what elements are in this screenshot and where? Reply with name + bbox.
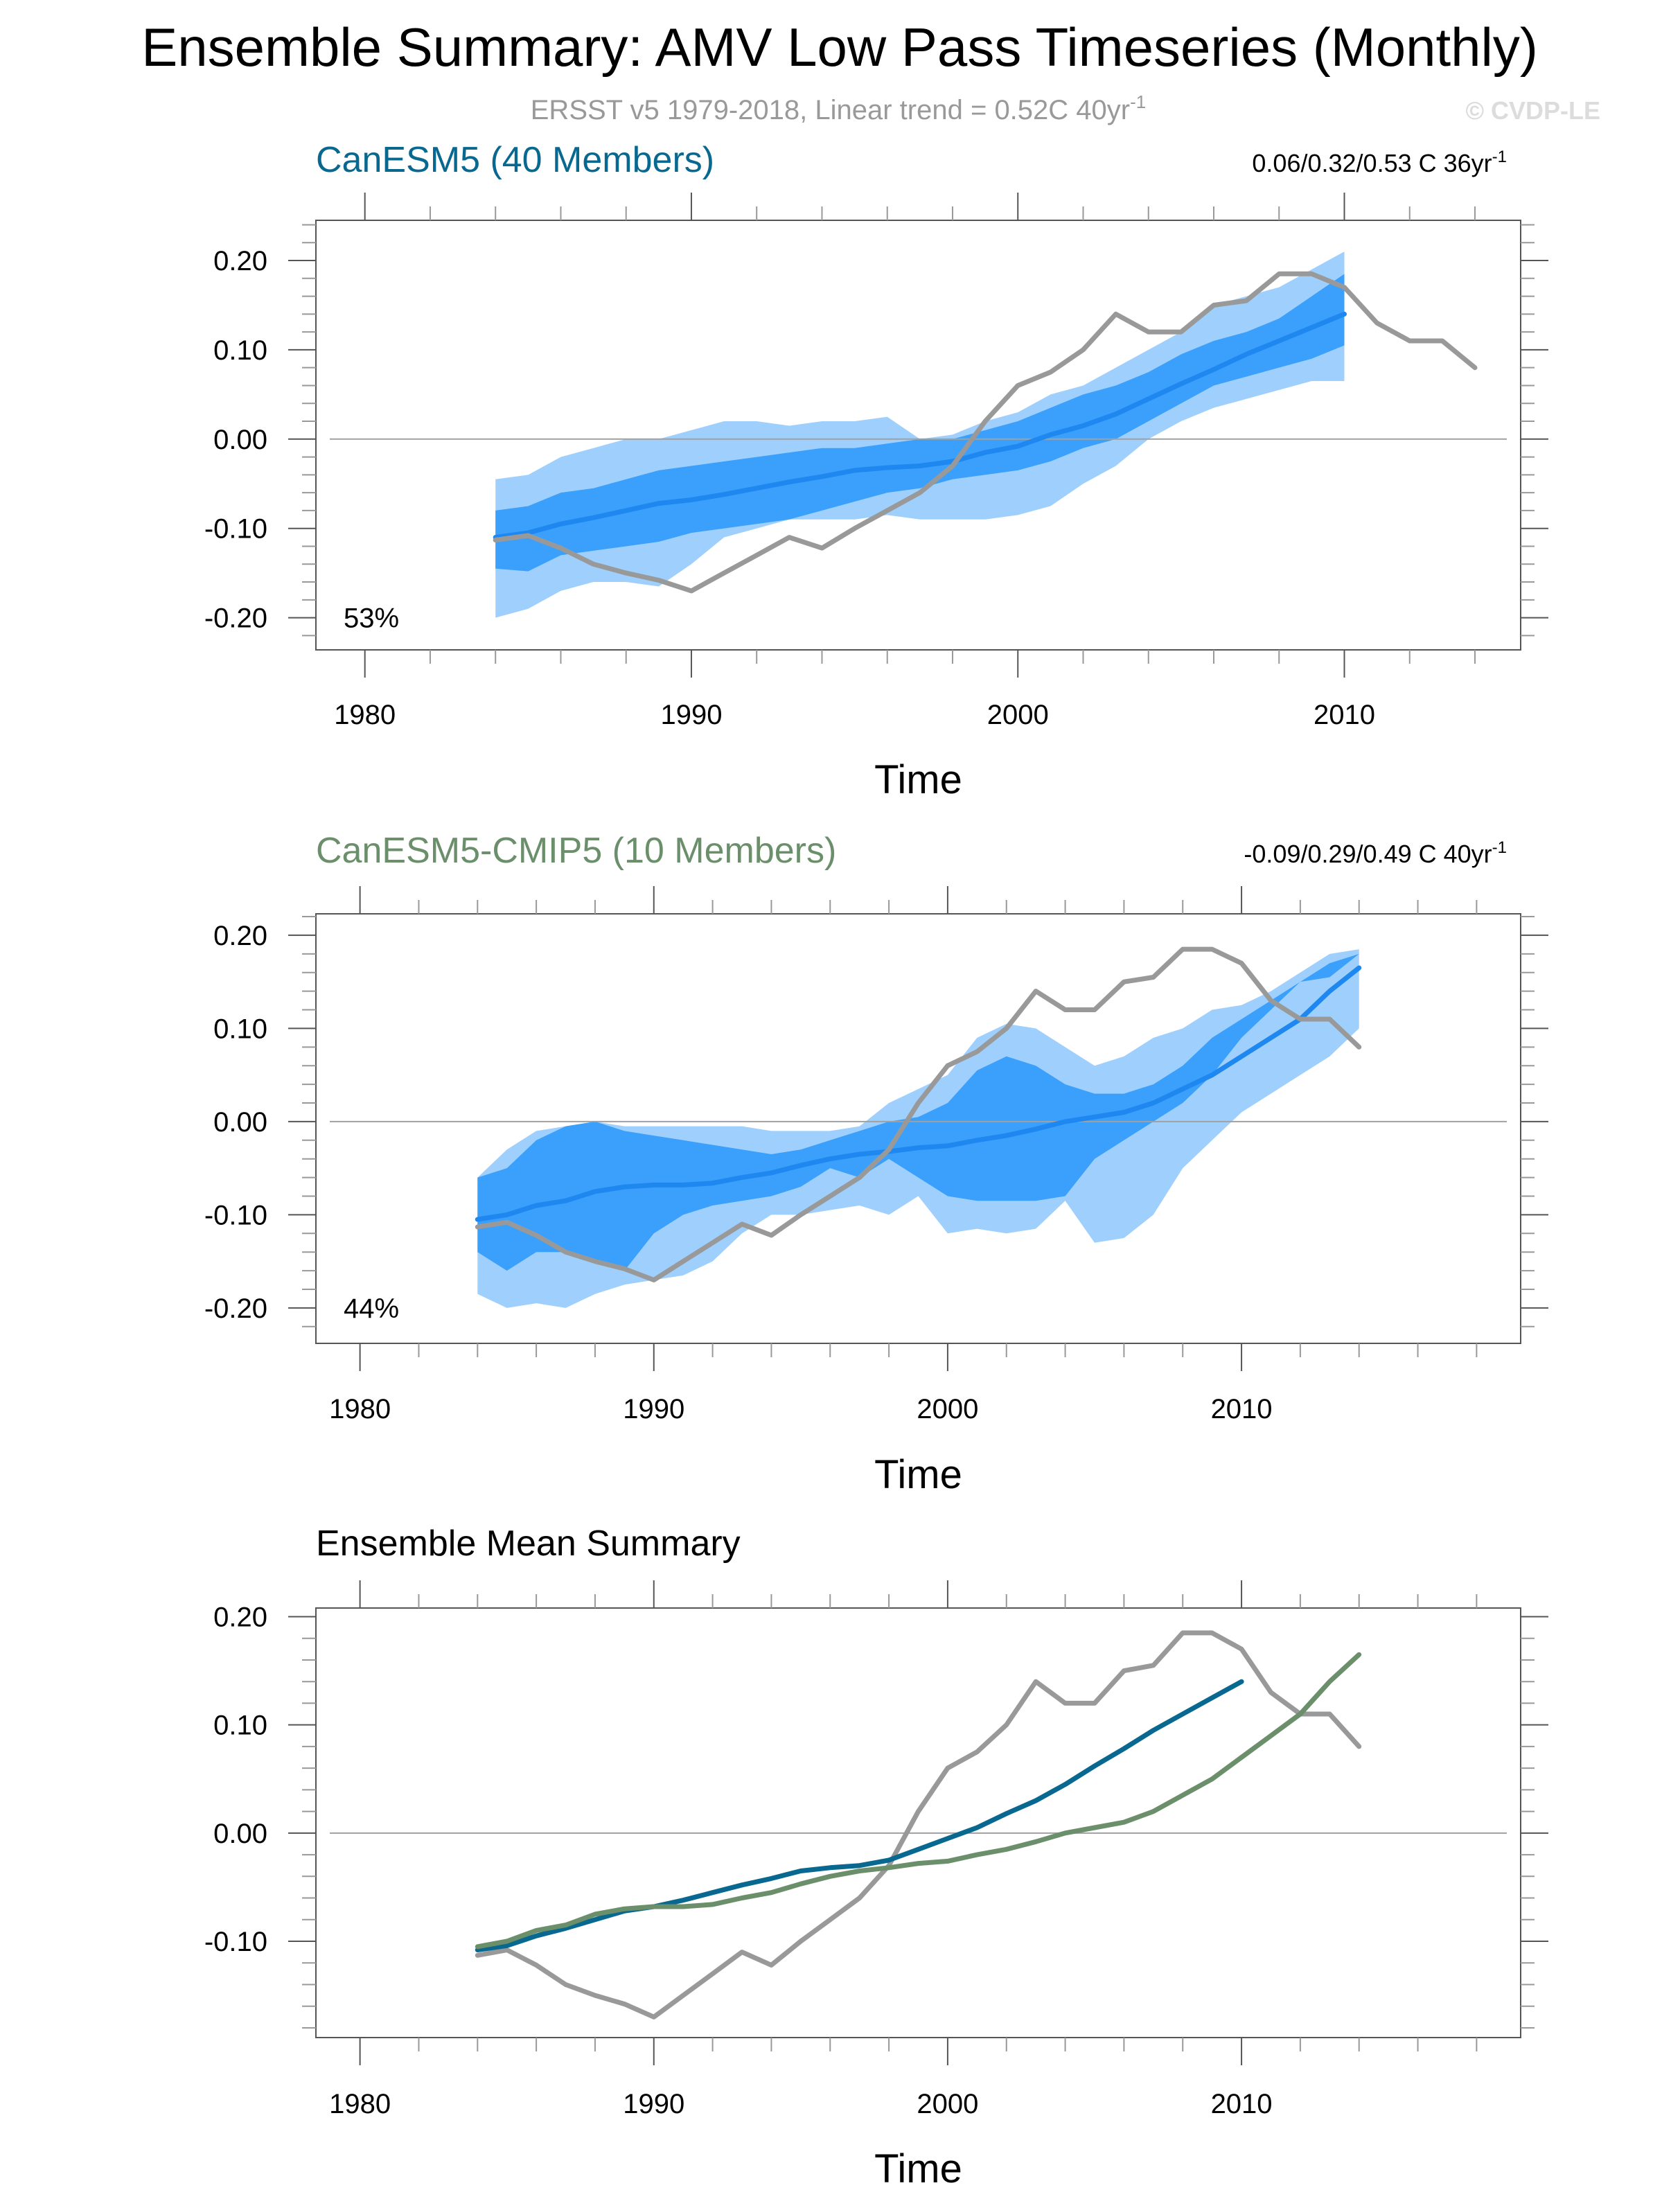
y-tick-label: 0.00 [213, 1819, 267, 1849]
panel-title: CanESM5 (40 Members) [316, 140, 714, 180]
y-tick-label: 0.20 [213, 1602, 267, 1632]
series-line-canesm5 [475, 1679, 1244, 1952]
x-tick-label: 2000 [917, 1394, 978, 1424]
x-tick-label: 1990 [623, 2089, 684, 2119]
x-tick-label: 2000 [987, 700, 1049, 730]
x-axis-title: Time [874, 1452, 962, 1497]
ensemble-mean-line [475, 965, 1362, 1222]
percent-label: 53% [344, 603, 399, 634]
panel3: Ensemble Mean Summary -0.10 0.00 0.10 0.20 19… [204, 1523, 1548, 2191]
x-tick-label: 1980 [329, 1394, 391, 1424]
x-tick-label: 1980 [329, 2089, 391, 2119]
trend-label: 0.06/0.32/0.53 C 36yr-1 [1252, 148, 1507, 177]
observed-line [475, 946, 1362, 1282]
y-tick-label: 0.00 [213, 1107, 267, 1138]
x-axis-title: Time [874, 2146, 962, 2191]
percent-label: 44% [344, 1293, 399, 1324]
series-line-ersst-v5 [475, 1630, 1362, 2020]
x-tick-label: 1980 [334, 700, 396, 730]
subtitle-main: ERSST v5 1979-2018, Linear trend = 0.52C… [531, 95, 1130, 125]
y-tick-label: 0.10 [213, 1711, 267, 1741]
plot-frame [315, 913, 1521, 1344]
x-tick-label: 2010 [1211, 1394, 1273, 1424]
panel1: CanESM5 (40 Members) 0.06/0.32/0.53 C 36y… [204, 140, 1548, 802]
x-tick-label: 2010 [1314, 700, 1375, 730]
y-tick-label: 0.00 [213, 425, 267, 455]
plot-frame [315, 1607, 1521, 2038]
panel-title: CanESM5-CMIP5 (10 Members) [316, 831, 836, 871]
y-tick-label: -0.10 [204, 1927, 267, 1957]
y-tick-label: -0.20 [204, 1293, 267, 1324]
y-tick-label: -0.20 [204, 603, 267, 634]
subtitle-superscript: -1 [1130, 91, 1146, 112]
ensemble-mean-line [493, 311, 1347, 540]
trend-label: -0.09/0.29/0.49 C 40yr-1 [1244, 838, 1507, 868]
y-tick-label: -0.10 [204, 514, 267, 545]
observed-line [493, 271, 1478, 594]
band-inner [477, 953, 1359, 1271]
series-line-canesm5-cmip5 [475, 1652, 1362, 1950]
x-axis-title: Time [874, 757, 962, 802]
y-tick-label: 0.10 [213, 1014, 267, 1044]
y-tick-label: 0.20 [213, 246, 267, 276]
plot-frame [315, 220, 1521, 651]
y-tick-label: 0.20 [213, 921, 267, 951]
panel2: CanESM5-CMIP5 (10 Members) -0.09/0.29/0.4… [204, 831, 1548, 1497]
y-tick-label: -0.10 [204, 1200, 267, 1230]
copyright-label: © CVDP-LE [1465, 96, 1600, 125]
x-tick-label: 1990 [660, 700, 722, 730]
figure-title: Ensemble Summary: AMV Low Pass Timeserie… [141, 17, 1538, 78]
x-tick-label: 1990 [623, 1394, 684, 1424]
y-tick-label: 0.10 [213, 335, 267, 366]
figure-subtitle: ERSST v5 1979-2018, Linear trend = 0.52C… [531, 91, 1146, 125]
x-tick-label: 2010 [1211, 2089, 1273, 2119]
x-tick-label: 2000 [917, 2089, 978, 2119]
panel-title: Ensemble Mean Summary [316, 1523, 741, 1564]
